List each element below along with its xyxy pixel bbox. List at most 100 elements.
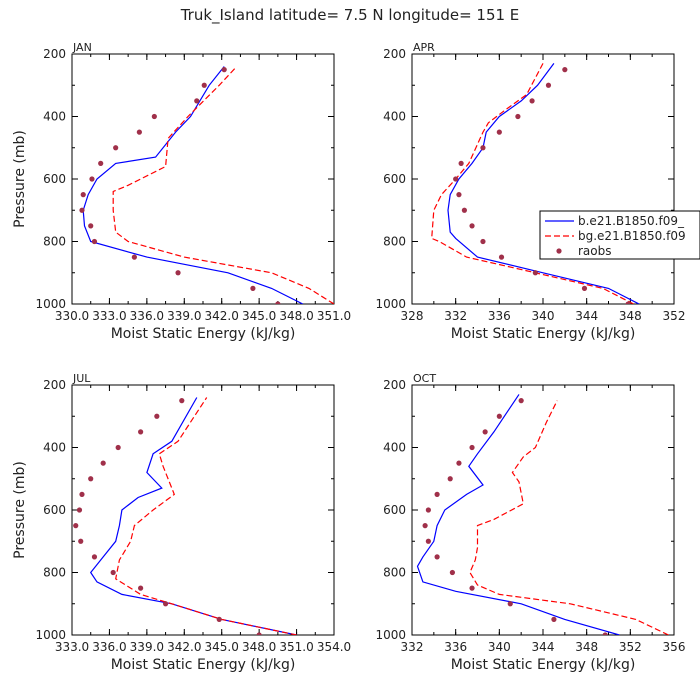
b-series-line xyxy=(82,66,304,304)
raobs-point xyxy=(453,176,459,182)
raobs-point xyxy=(76,507,83,513)
x-tick-label: 339.0 xyxy=(130,640,164,654)
y-tick-label: 400 xyxy=(383,110,406,124)
raobs-point xyxy=(551,616,557,622)
raobs-point xyxy=(221,67,227,73)
bg-series-line xyxy=(431,63,634,304)
y-tick-label: 1000 xyxy=(35,628,66,642)
raobs-point xyxy=(482,429,488,435)
raobs-point xyxy=(275,301,281,304)
raobs-point xyxy=(480,145,486,151)
plot-frame xyxy=(411,384,675,636)
panel-jul: JUL 333.0 336.0 339.0 342.0 345.0 348.0 351.0 35… xyxy=(12,372,351,673)
bg-series-line xyxy=(115,397,297,635)
x-tick-label: 330.0 xyxy=(55,309,89,323)
x-tick-label: 336 xyxy=(444,640,467,654)
raobs-point xyxy=(138,585,144,591)
raobs-point xyxy=(256,632,262,635)
raobs-point xyxy=(469,585,475,591)
x-axis-label: Moist Static Energy (kJ/kg) xyxy=(111,657,296,673)
legend-bg-label: bg.e21.B1850.f09 xyxy=(578,229,686,243)
legend-box xyxy=(539,210,700,260)
panel-jan: JAN 330.0 333.0 336.0 339.0 342.0 345.0 348.0 35… xyxy=(12,41,351,342)
x-tick-label: 342.0 xyxy=(205,309,239,323)
x-tick-label: 340 xyxy=(488,640,511,654)
raobs-point xyxy=(113,145,119,151)
raobs-point xyxy=(507,601,513,607)
y-axis-label: Pressure (mb) xyxy=(12,130,28,228)
plot-area xyxy=(416,394,669,635)
raobs-point xyxy=(201,82,207,88)
raobs-point xyxy=(498,254,505,260)
raobs-point xyxy=(529,98,535,104)
x-tick-label: 336.0 xyxy=(130,309,164,323)
raobs-point xyxy=(73,523,79,529)
y-axis-label: Pressure (mb) xyxy=(12,461,28,559)
raobs-point xyxy=(562,67,568,73)
y-tick-label: 200 xyxy=(383,378,406,392)
raobs-point xyxy=(461,207,467,213)
x-tick-label: 356 xyxy=(663,640,686,654)
x-tick-label: 332 xyxy=(444,309,467,323)
raobs-point xyxy=(179,398,185,404)
raobs-point xyxy=(151,113,157,120)
raobs-point xyxy=(250,285,256,291)
raobs-point xyxy=(422,523,428,529)
legend-b-label: b.e21.B1850.f09_ xyxy=(578,214,685,228)
x-tick-label: 352 xyxy=(663,309,686,323)
x-tick-label: 348.0 xyxy=(242,640,276,654)
raobs-point xyxy=(456,460,462,466)
x-tick-label: 345.0 xyxy=(242,309,276,323)
y-tick-label: 600 xyxy=(383,503,406,517)
panel-title: JUL xyxy=(72,372,91,385)
raobs-point xyxy=(162,601,169,607)
raobs-point xyxy=(100,460,106,466)
x-tick-label: 342.0 xyxy=(167,640,201,654)
y-tick-label: 800 xyxy=(383,235,406,249)
figure-title: Truk_Island latitude= 7.5 N longitude= 1… xyxy=(180,6,520,25)
raobs-point xyxy=(425,538,431,544)
x-tick-label: 333.0 xyxy=(92,309,126,323)
raobs-point xyxy=(78,538,84,544)
x-tick-label: 336.0 xyxy=(92,640,126,654)
raobs-point xyxy=(447,476,453,482)
raobs-point xyxy=(581,285,588,291)
x-tick-label: 344 xyxy=(575,309,598,323)
raobs-point xyxy=(449,569,455,576)
raobs-point xyxy=(136,129,142,135)
plot-frame xyxy=(411,53,675,305)
x-tick-label: 354.0 xyxy=(317,640,351,654)
b-series-line xyxy=(416,394,620,635)
bg-series-line xyxy=(469,400,669,635)
raobs-point xyxy=(88,476,94,482)
raobs-point xyxy=(91,238,98,245)
y-tick-label: 200 xyxy=(43,47,66,61)
legend-raobs-marker xyxy=(556,248,562,254)
raobs-point xyxy=(469,444,475,451)
raobs-point xyxy=(456,192,462,198)
y-tick-label: 800 xyxy=(43,235,66,249)
y-tick-label: 400 xyxy=(43,441,66,455)
plot-area xyxy=(431,63,640,304)
raobs-point xyxy=(91,554,98,560)
plot-frame xyxy=(71,384,335,636)
x-tick-label: 351.0 xyxy=(317,309,351,323)
panel-title: OCT xyxy=(413,372,436,385)
y-tick-label: 400 xyxy=(383,441,406,455)
plot-area xyxy=(73,397,297,635)
bg-series-line xyxy=(112,66,334,304)
raobs-point xyxy=(216,616,222,622)
raobs-point xyxy=(79,491,85,497)
b-series-line xyxy=(447,63,640,304)
raobs-point xyxy=(515,113,521,120)
y-tick-label: 600 xyxy=(43,172,66,186)
panel-title: APR xyxy=(413,41,435,54)
panel-oct: OCT 332 336 340 344 348 352 356 200 400 600 800 1000… xyxy=(375,372,685,673)
y-tick-label: 800 xyxy=(383,566,406,580)
raobs-point xyxy=(131,254,137,260)
x-tick-label: 352 xyxy=(619,640,642,654)
raobs-point xyxy=(79,207,85,213)
x-tick-label: 336 xyxy=(488,309,511,323)
raobs-point xyxy=(518,398,524,404)
